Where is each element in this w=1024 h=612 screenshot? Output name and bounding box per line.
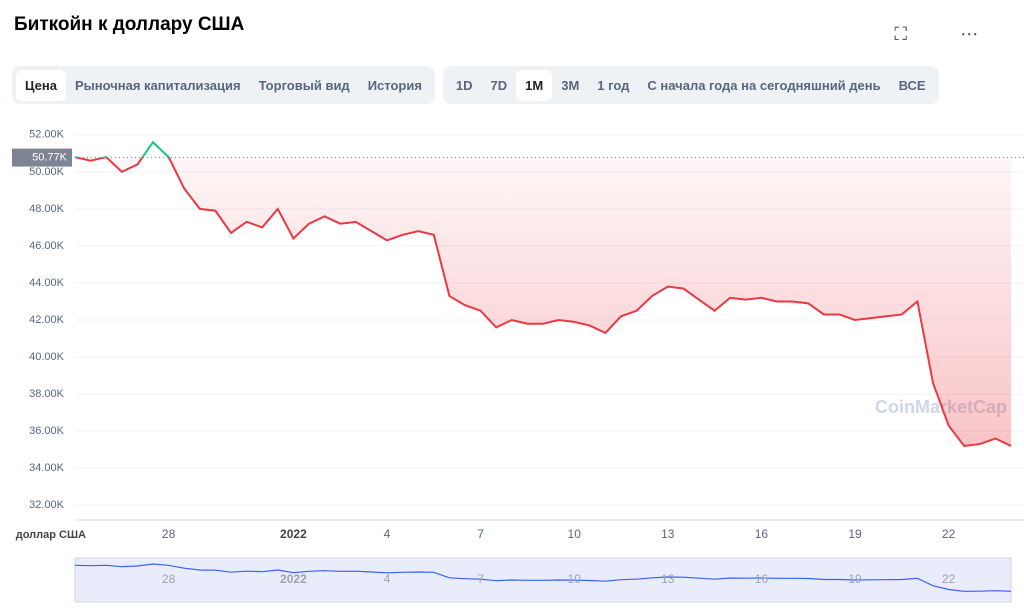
range-button[interactable]: 1 год bbox=[597, 77, 630, 93]
range-group: 1D 7D 1M 3M 1 год С начала года на сегодняшни… bbox=[442, 66, 939, 104]
y-tick-label: 36.00K bbox=[29, 425, 65, 437]
y-tick-label: 38.00K bbox=[29, 388, 65, 400]
navigator-tick-label: 4 bbox=[384, 572, 391, 586]
chart: 32.00K 34.00K 36.00K 38.00K 40.00K 42.00K 44.0… bbox=[12, 120, 1024, 603]
x-tick-label: 19 bbox=[848, 527, 862, 541]
y-tick-label: 48.00K bbox=[29, 203, 65, 215]
y-tick-label: 42.00K bbox=[29, 314, 65, 326]
tab-group: Цена Рыночная капитализация Торговый вид Ис… bbox=[12, 66, 435, 104]
title: Биткойн к доллару США bbox=[14, 14, 245, 35]
range-button[interactable]: 1D bbox=[455, 77, 473, 93]
range-button[interactable]: С начала года на сегодняшний день bbox=[647, 77, 881, 93]
y-tick-label: 40.00K bbox=[29, 351, 65, 363]
x-tick-label: 16 bbox=[755, 527, 769, 541]
reference-label: 50.77K bbox=[32, 151, 68, 163]
tab[interactable]: Торговый вид bbox=[258, 77, 350, 93]
range-button[interactable]: 7D bbox=[490, 77, 508, 93]
navigator-tick-label: 19 bbox=[848, 572, 862, 586]
y-tick-label: 46.00K bbox=[29, 240, 65, 252]
range-button[interactable]: 3M bbox=[561, 77, 580, 93]
tab[interactable]: Цена bbox=[16, 69, 66, 101]
y-tick-label: 52.00K bbox=[29, 129, 65, 141]
navigator-tick-label: 22 bbox=[942, 572, 956, 586]
navigator-tick-label: 13 bbox=[661, 572, 675, 586]
toolbar: Цена Рыночная капитализация Торговый вид Ис… bbox=[12, 66, 939, 104]
x-tick-label: 22 bbox=[942, 527, 956, 541]
navigator-tick-label: 28 bbox=[162, 572, 176, 586]
icons[interactable]: ⛶ ⋯ bbox=[894, 24, 1002, 44]
navigator-line bbox=[74, 563, 1012, 592]
navigator-tick-label: 16 bbox=[755, 572, 769, 586]
y-tick-label: 32.00K bbox=[29, 499, 65, 511]
reference-badge bbox=[12, 148, 72, 167]
price-line bbox=[74, 140, 1012, 447]
range-button[interactable]: ВСЕ bbox=[898, 77, 926, 93]
navigator-tick-label: 10 bbox=[568, 572, 582, 586]
axis-label: доллар США bbox=[16, 529, 86, 541]
navigator-tick-label: 7 bbox=[477, 572, 484, 586]
x-tick-label: 2022 bbox=[280, 527, 307, 541]
x-tick-label: 13 bbox=[661, 527, 675, 541]
x-tick-label: 7 bbox=[477, 527, 484, 541]
x-tick-label: 28 bbox=[162, 527, 176, 541]
navigator-tick-label: 2022 bbox=[280, 572, 307, 586]
y-tick-label: 50.00K bbox=[29, 166, 65, 178]
y-tick-label: 34.00K bbox=[29, 462, 65, 474]
x-tick-label: 4 bbox=[384, 527, 391, 541]
area bbox=[75, 157, 1011, 446]
y-tick-label: 44.00K bbox=[29, 277, 65, 289]
x-tick-label: 10 bbox=[568, 527, 582, 541]
tab[interactable]: История bbox=[367, 77, 422, 93]
tab[interactable]: Рыночная капитализация bbox=[74, 77, 241, 93]
range-button[interactable]: 1M bbox=[516, 69, 553, 101]
